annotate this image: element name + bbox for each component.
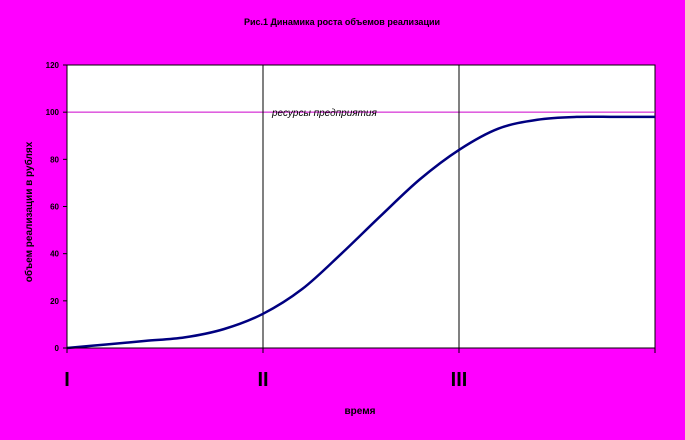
axis-group	[63, 64, 656, 353]
stage-label-2: II	[257, 369, 268, 391]
stage-labels: I II III	[64, 369, 467, 391]
vertical-lines-group	[262, 65, 460, 348]
chart-title: Рис.1 Динамика роста объемов реализации	[244, 17, 440, 27]
stage-label-1: I	[64, 369, 70, 391]
y-tick-label-3: 60	[50, 203, 59, 212]
reference-line-label: ресурсы предприятия	[271, 108, 377, 119]
stage-label-3: III	[451, 369, 468, 391]
y-axis-label: объем реализации в рублях	[23, 141, 35, 282]
y-tick-label-0: 0	[55, 344, 60, 353]
y-tick-label-6: 120	[46, 61, 60, 70]
y-tick-label-1: 20	[50, 297, 59, 306]
y-tick-labels: 0 20 40 60 80 100 120	[46, 61, 60, 353]
series-group	[66, 115, 655, 350]
y-tick-label-4: 80	[50, 155, 59, 164]
series-line-1	[66, 115, 655, 350]
x-axis-label: время	[345, 406, 376, 417]
y-tick-label-5: 100	[46, 108, 60, 117]
y-tick-label-2: 40	[50, 250, 59, 259]
